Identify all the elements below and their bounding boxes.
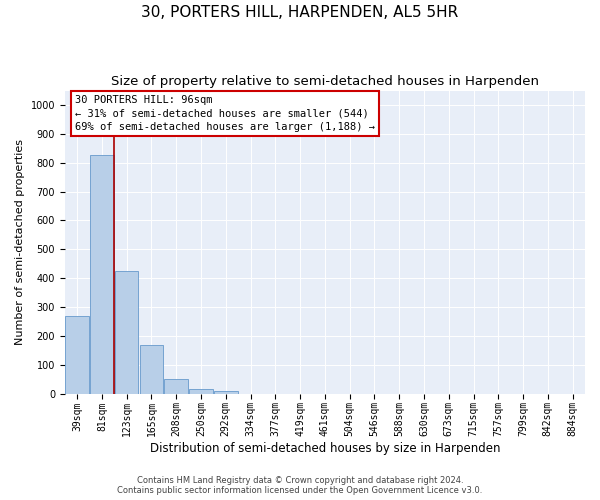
- Text: Contains HM Land Registry data © Crown copyright and database right 2024.
Contai: Contains HM Land Registry data © Crown c…: [118, 476, 482, 495]
- Bar: [90, 156, 114, 394]
- Bar: [65, 316, 89, 394]
- Y-axis label: Number of semi-detached properties: Number of semi-detached properties: [15, 139, 25, 345]
- Bar: [140, 345, 163, 394]
- Bar: [164, 379, 188, 394]
- Bar: [115, 271, 139, 394]
- Bar: [214, 390, 238, 394]
- Text: 30 PORTERS HILL: 96sqm
← 31% of semi-detached houses are smaller (544)
69% of se: 30 PORTERS HILL: 96sqm ← 31% of semi-det…: [75, 95, 375, 132]
- Text: 30, PORTERS HILL, HARPENDEN, AL5 5HR: 30, PORTERS HILL, HARPENDEN, AL5 5HR: [142, 5, 458, 20]
- X-axis label: Distribution of semi-detached houses by size in Harpenden: Distribution of semi-detached houses by …: [149, 442, 500, 455]
- Title: Size of property relative to semi-detached houses in Harpenden: Size of property relative to semi-detach…: [111, 75, 539, 88]
- Bar: [189, 389, 213, 394]
